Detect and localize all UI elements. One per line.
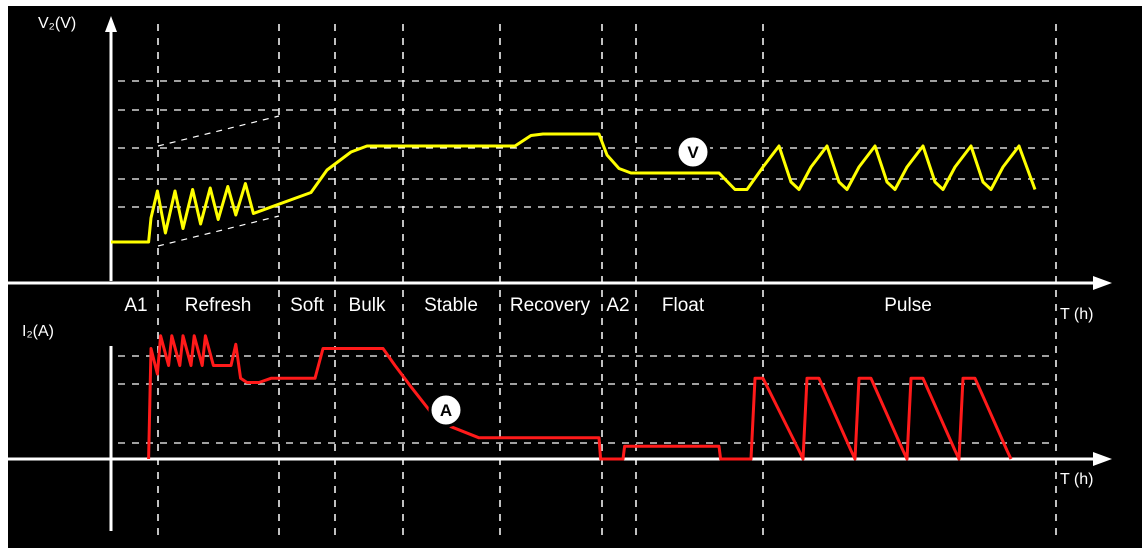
voltage-series-0 [111,132,1037,244]
phase-label-a1: A1 [124,295,147,316]
refresh-guide-lower [157,215,280,247]
phase-label-recovery: Recovery [510,295,591,316]
top-y-axis-label: V₂(V) [38,15,76,32]
top-y-arrow [105,16,117,32]
bottom-x-arrow [1093,452,1112,466]
voltage-marker-circle [675,134,711,170]
current-series-0 [147,334,1013,461]
phase-label-a2: A2 [606,295,629,316]
phase-labels: A1 Refresh Soft Bulk Stable Recovery A2 Float Pu… [124,295,931,316]
axes: V₂(V) T (h) I₂(A) T (h) [8,15,1112,531]
phase-label-pulse: Pulse [884,295,932,316]
refresh-guide-upper [157,115,280,147]
series-lines [111,132,1037,461]
phase-label-stable: Stable [424,295,478,316]
series-markers: VA [428,134,711,428]
top-x-axis-label: T (h) [1060,306,1093,323]
current-marker-text: A [440,401,452,420]
phase-label-refresh: Refresh [185,295,252,316]
phase-label-float: Float [662,295,705,316]
battery-charge-chart: V₂(V)T (h)I₂(A)T (h) VA A1 Refresh Soft Bul… [8,15,1112,541]
top-x-arrow [1093,276,1112,290]
bottom-x-axis-label: T (h) [1060,471,1093,488]
bottom-y-axis-label: I₂(A) [22,323,54,340]
phase-label-bulk: Bulk [349,295,386,316]
current-marker-circle [428,392,464,428]
phase-label-soft: Soft [290,295,325,316]
voltage-marker-text: V [687,143,699,162]
